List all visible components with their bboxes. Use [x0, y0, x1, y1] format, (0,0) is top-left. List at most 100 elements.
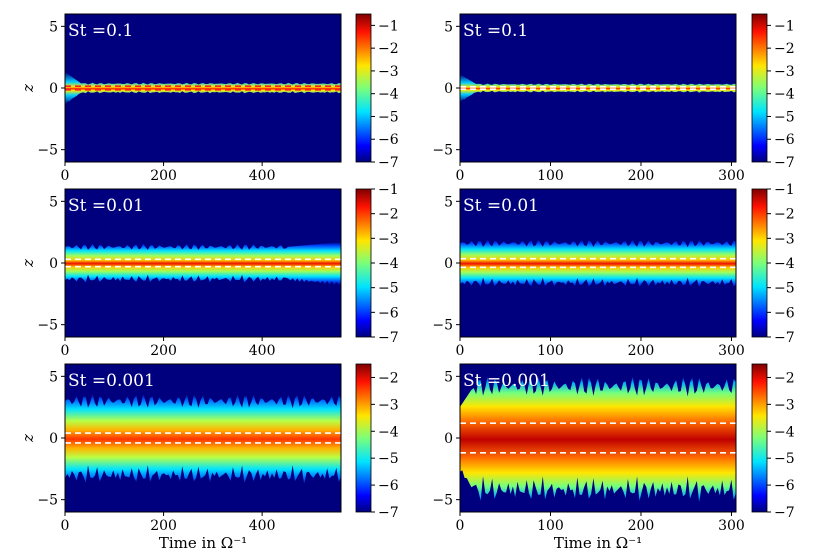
- dust-layer: [460, 74, 736, 103]
- x-tick-label: 400: [249, 168, 276, 184]
- y-tick-label: −5: [432, 318, 453, 334]
- x-tick-label: 0: [456, 343, 465, 359]
- x-tick-label: 300: [718, 168, 745, 184]
- colorbar-tick-label: −7: [378, 155, 399, 171]
- dust-layer: [65, 72, 341, 106]
- x-tick-label: 0: [61, 343, 70, 359]
- stokes-annotation: St =0.1: [68, 21, 133, 41]
- heatmap-panel: 0 100 200 300−505 St =0.01−1−2−3−4−5−6−7: [432, 182, 794, 359]
- colorbar: [751, 363, 768, 513]
- colorbar-tick-label: −3: [378, 231, 399, 247]
- colorbar-tick-label: −1: [774, 182, 795, 198]
- x-tick-label: 200: [150, 168, 177, 184]
- stokes-annotation: St =0.01: [463, 196, 539, 216]
- colorbar-tick-label: −6: [378, 132, 399, 148]
- y-tick-label: 5: [49, 194, 58, 210]
- y-tick-label: 5: [444, 194, 453, 210]
- colorbar-tick-label: −7: [774, 505, 795, 521]
- colorbar-tick-label: −7: [774, 155, 795, 171]
- colorbar-tick-label: −7: [774, 330, 795, 346]
- colorbar-tick-label: −4: [774, 424, 795, 440]
- colorbar-tick-label: −5: [378, 109, 399, 125]
- colorbar-tick-label: −1: [774, 18, 795, 34]
- x-axis-label: Time in Ω⁻¹: [554, 534, 642, 552]
- y-tick-label: 5: [444, 19, 453, 35]
- y-tick-label: −5: [37, 143, 58, 159]
- x-tick-label: 200: [628, 518, 655, 534]
- dust-layer: [460, 376, 736, 504]
- x-tick-label: 400: [249, 518, 276, 534]
- colorbar-tick-label: −5: [774, 451, 795, 467]
- y-tick-label: 0: [444, 256, 453, 272]
- colorbar-tick-label: −2: [378, 207, 399, 223]
- colorbar-tick-label: −2: [378, 370, 399, 386]
- colorbar: [355, 363, 372, 513]
- dust-layer: [65, 242, 341, 285]
- colorbar-tick-label: −3: [774, 64, 795, 80]
- colorbar-tick-label: −2: [774, 207, 795, 223]
- colorbar: [751, 188, 768, 338]
- x-tick-label: 100: [537, 518, 564, 534]
- colorbar-tick-label: −6: [378, 478, 399, 494]
- colorbar-tick-label: −6: [774, 132, 795, 148]
- stokes-annotation: St =0.1: [463, 21, 528, 41]
- colorbar-tick-label: −5: [774, 109, 795, 125]
- x-tick-label: 200: [150, 343, 177, 359]
- x-tick-label: 200: [628, 168, 655, 184]
- colorbar-tick-label: −1: [378, 182, 399, 198]
- x-tick-label: 400: [249, 343, 276, 359]
- dust-layer: [65, 393, 341, 485]
- colorbar-tick-label: −4: [378, 256, 399, 272]
- stokes-annotation: St =0.01: [68, 196, 144, 216]
- colorbar-tick-label: −3: [378, 397, 399, 413]
- colorbar-tick-label: −2: [774, 41, 795, 57]
- y-tick-label: −5: [432, 143, 453, 159]
- stokes-annotation: St =0.001: [68, 371, 155, 391]
- colorbar-tick-label: −3: [378, 64, 399, 80]
- colorbar-tick-label: −4: [774, 256, 795, 272]
- colorbar-tick-label: −2: [774, 370, 795, 386]
- colorbar-tick-label: −6: [378, 305, 399, 321]
- x-tick-label: 0: [456, 168, 465, 184]
- y-tick-label: 5: [444, 369, 453, 385]
- y-tick-label: −5: [37, 493, 58, 509]
- y-tick-label: 0: [49, 81, 58, 97]
- colorbar-tick-label: −6: [774, 478, 795, 494]
- colorbar-tick-label: −5: [774, 281, 795, 297]
- colorbar: [355, 13, 372, 163]
- colorbar-tick-label: −1: [378, 18, 399, 34]
- y-tick-label: 0: [49, 431, 58, 447]
- colorbar-tick-label: −4: [774, 87, 795, 103]
- colorbar: [751, 13, 768, 163]
- colorbar-tick-label: −5: [378, 451, 399, 467]
- y-tick-label: 0: [49, 256, 58, 272]
- colorbar-tick-label: −3: [774, 231, 795, 247]
- colorbar-tick-label: −4: [378, 87, 399, 103]
- x-tick-label: 200: [150, 518, 177, 534]
- colorbar-tick-label: −7: [378, 330, 399, 346]
- colorbar: [355, 188, 372, 338]
- x-tick-label: 100: [537, 343, 564, 359]
- colorbar-tick-label: −5: [378, 281, 399, 297]
- y-tick-label: −5: [432, 493, 453, 509]
- colorbar-tick-label: −4: [378, 424, 399, 440]
- y-axis-label: z: [19, 84, 37, 93]
- dust-layer: [460, 239, 736, 288]
- stokes-annotation: St =0.001: [463, 371, 550, 391]
- y-tick-label: 0: [444, 81, 453, 97]
- y-tick-label: 5: [49, 369, 58, 385]
- x-tick-label: 300: [718, 518, 745, 534]
- x-tick-label: 0: [61, 518, 70, 534]
- x-tick-label: 0: [456, 518, 465, 534]
- heatmap-panel: 0 100 200 300−505 St =0.1 −1−2−3−4−5−6−7: [432, 13, 795, 184]
- y-axis-label: z: [19, 434, 37, 443]
- colorbar-tick-label: −3: [774, 397, 795, 413]
- x-tick-label: 100: [537, 168, 564, 184]
- colorbar-tick-label: −2: [378, 41, 399, 57]
- y-tick-label: −5: [37, 318, 58, 334]
